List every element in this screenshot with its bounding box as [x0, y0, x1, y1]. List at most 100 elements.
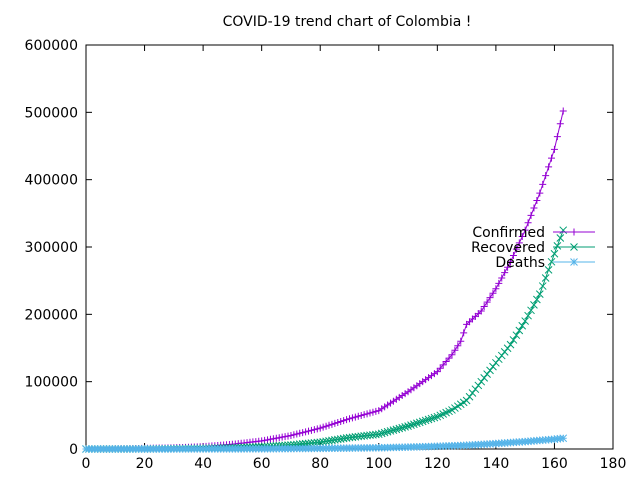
- data-point: [489, 289, 497, 297]
- data-point: [269, 435, 277, 443]
- data-point: [340, 417, 348, 425]
- data-point: [392, 425, 401, 434]
- data-point: [436, 364, 444, 372]
- data-point: [506, 340, 515, 349]
- data-point: [351, 413, 359, 421]
- data-point: [290, 431, 298, 439]
- data-point: [530, 301, 538, 309]
- legend-label-confirmed: Confirmed: [472, 225, 545, 241]
- data-point: [360, 411, 368, 419]
- data-point: [266, 435, 274, 443]
- data-point: [433, 368, 441, 376]
- data-point: [486, 294, 494, 302]
- data-point: [278, 433, 286, 441]
- data-point: [530, 204, 538, 212]
- data-point: [480, 303, 488, 311]
- data-point: [483, 298, 491, 306]
- legend-label-recovered: Recovered: [471, 240, 545, 256]
- data-point: [448, 351, 456, 359]
- x-tick-label: 20: [136, 456, 154, 472]
- data-point: [418, 417, 427, 426]
- data-point: [477, 377, 486, 386]
- data-point: [462, 396, 471, 405]
- data-point: [366, 409, 374, 417]
- data-point: [281, 433, 289, 441]
- data-point: [427, 414, 436, 423]
- data-point: [328, 420, 336, 428]
- x-tick-label: 120: [424, 456, 451, 472]
- data-point: [518, 321, 527, 330]
- data-point: [457, 337, 465, 345]
- y-tick-label: 400000: [25, 173, 78, 189]
- data-point: [547, 257, 556, 266]
- x-tick-label: 180: [600, 456, 627, 472]
- data-point: [404, 422, 412, 430]
- data-point: [343, 416, 351, 424]
- x-tick-label: 100: [365, 456, 392, 472]
- data-point: [503, 344, 512, 353]
- data-point: [527, 306, 535, 315]
- data-point: [293, 430, 301, 438]
- data-point: [494, 355, 503, 364]
- data-point: [465, 392, 474, 401]
- data-point: [310, 426, 318, 434]
- data-point: [380, 428, 389, 437]
- data-point: [374, 430, 383, 439]
- y-tick-label: 100000: [25, 375, 78, 391]
- data-point: [509, 336, 518, 344]
- data-point: [319, 423, 327, 431]
- y-tick-label: 300000: [25, 240, 78, 256]
- x-axis: 0 20 40 60 80 100 120 140 160 180: [82, 45, 627, 472]
- data-point: [477, 307, 485, 315]
- data-point: [515, 326, 524, 335]
- data-point: [322, 422, 330, 430]
- data-point: [395, 424, 404, 433]
- data-point: [460, 329, 468, 337]
- data-point: [507, 258, 515, 266]
- x-tick-label: 160: [541, 456, 568, 472]
- data-point: [369, 408, 377, 416]
- data-point: [275, 434, 283, 442]
- series-confirmed: [82, 107, 567, 453]
- data-point: [524, 219, 532, 227]
- data-point: [346, 415, 353, 423]
- data-point: [538, 282, 547, 290]
- data-point: [305, 427, 313, 435]
- legend-label-deaths: Deaths: [495, 255, 545, 271]
- series-line-recovered: [86, 230, 564, 450]
- data-point: [486, 366, 494, 375]
- data-point: [527, 211, 535, 219]
- data-point: [302, 428, 310, 436]
- x-tick-label: 140: [483, 456, 510, 472]
- data-point: [536, 189, 544, 197]
- data-point: [521, 317, 530, 325]
- data-point: [512, 331, 521, 340]
- data-point: [412, 419, 421, 428]
- data-point: [553, 133, 561, 141]
- data-point: [474, 381, 483, 390]
- data-point: [518, 232, 526, 240]
- data-point: [498, 274, 506, 282]
- x-tick-label: 0: [82, 456, 91, 472]
- data-point: [489, 362, 497, 371]
- data-point: [559, 226, 568, 235]
- series-line-confirmed: [85, 110, 564, 450]
- data-point: [539, 180, 547, 188]
- data-point: [307, 426, 315, 434]
- data-point: [544, 266, 553, 274]
- data-point: [495, 279, 503, 287]
- data-point: [533, 295, 541, 304]
- data-point: [407, 421, 415, 430]
- data-point: [559, 107, 567, 115]
- data-point: [556, 120, 564, 128]
- data-point: [550, 249, 559, 258]
- series-deaths: [82, 434, 568, 453]
- data-point: [287, 432, 295, 440]
- data-point: [501, 269, 509, 277]
- data-point: [421, 416, 430, 425]
- data-point: [442, 357, 450, 365]
- data-point: [550, 145, 558, 153]
- data-point: [471, 385, 480, 394]
- y-tick-label: 0: [69, 442, 78, 458]
- data-point: [430, 413, 439, 422]
